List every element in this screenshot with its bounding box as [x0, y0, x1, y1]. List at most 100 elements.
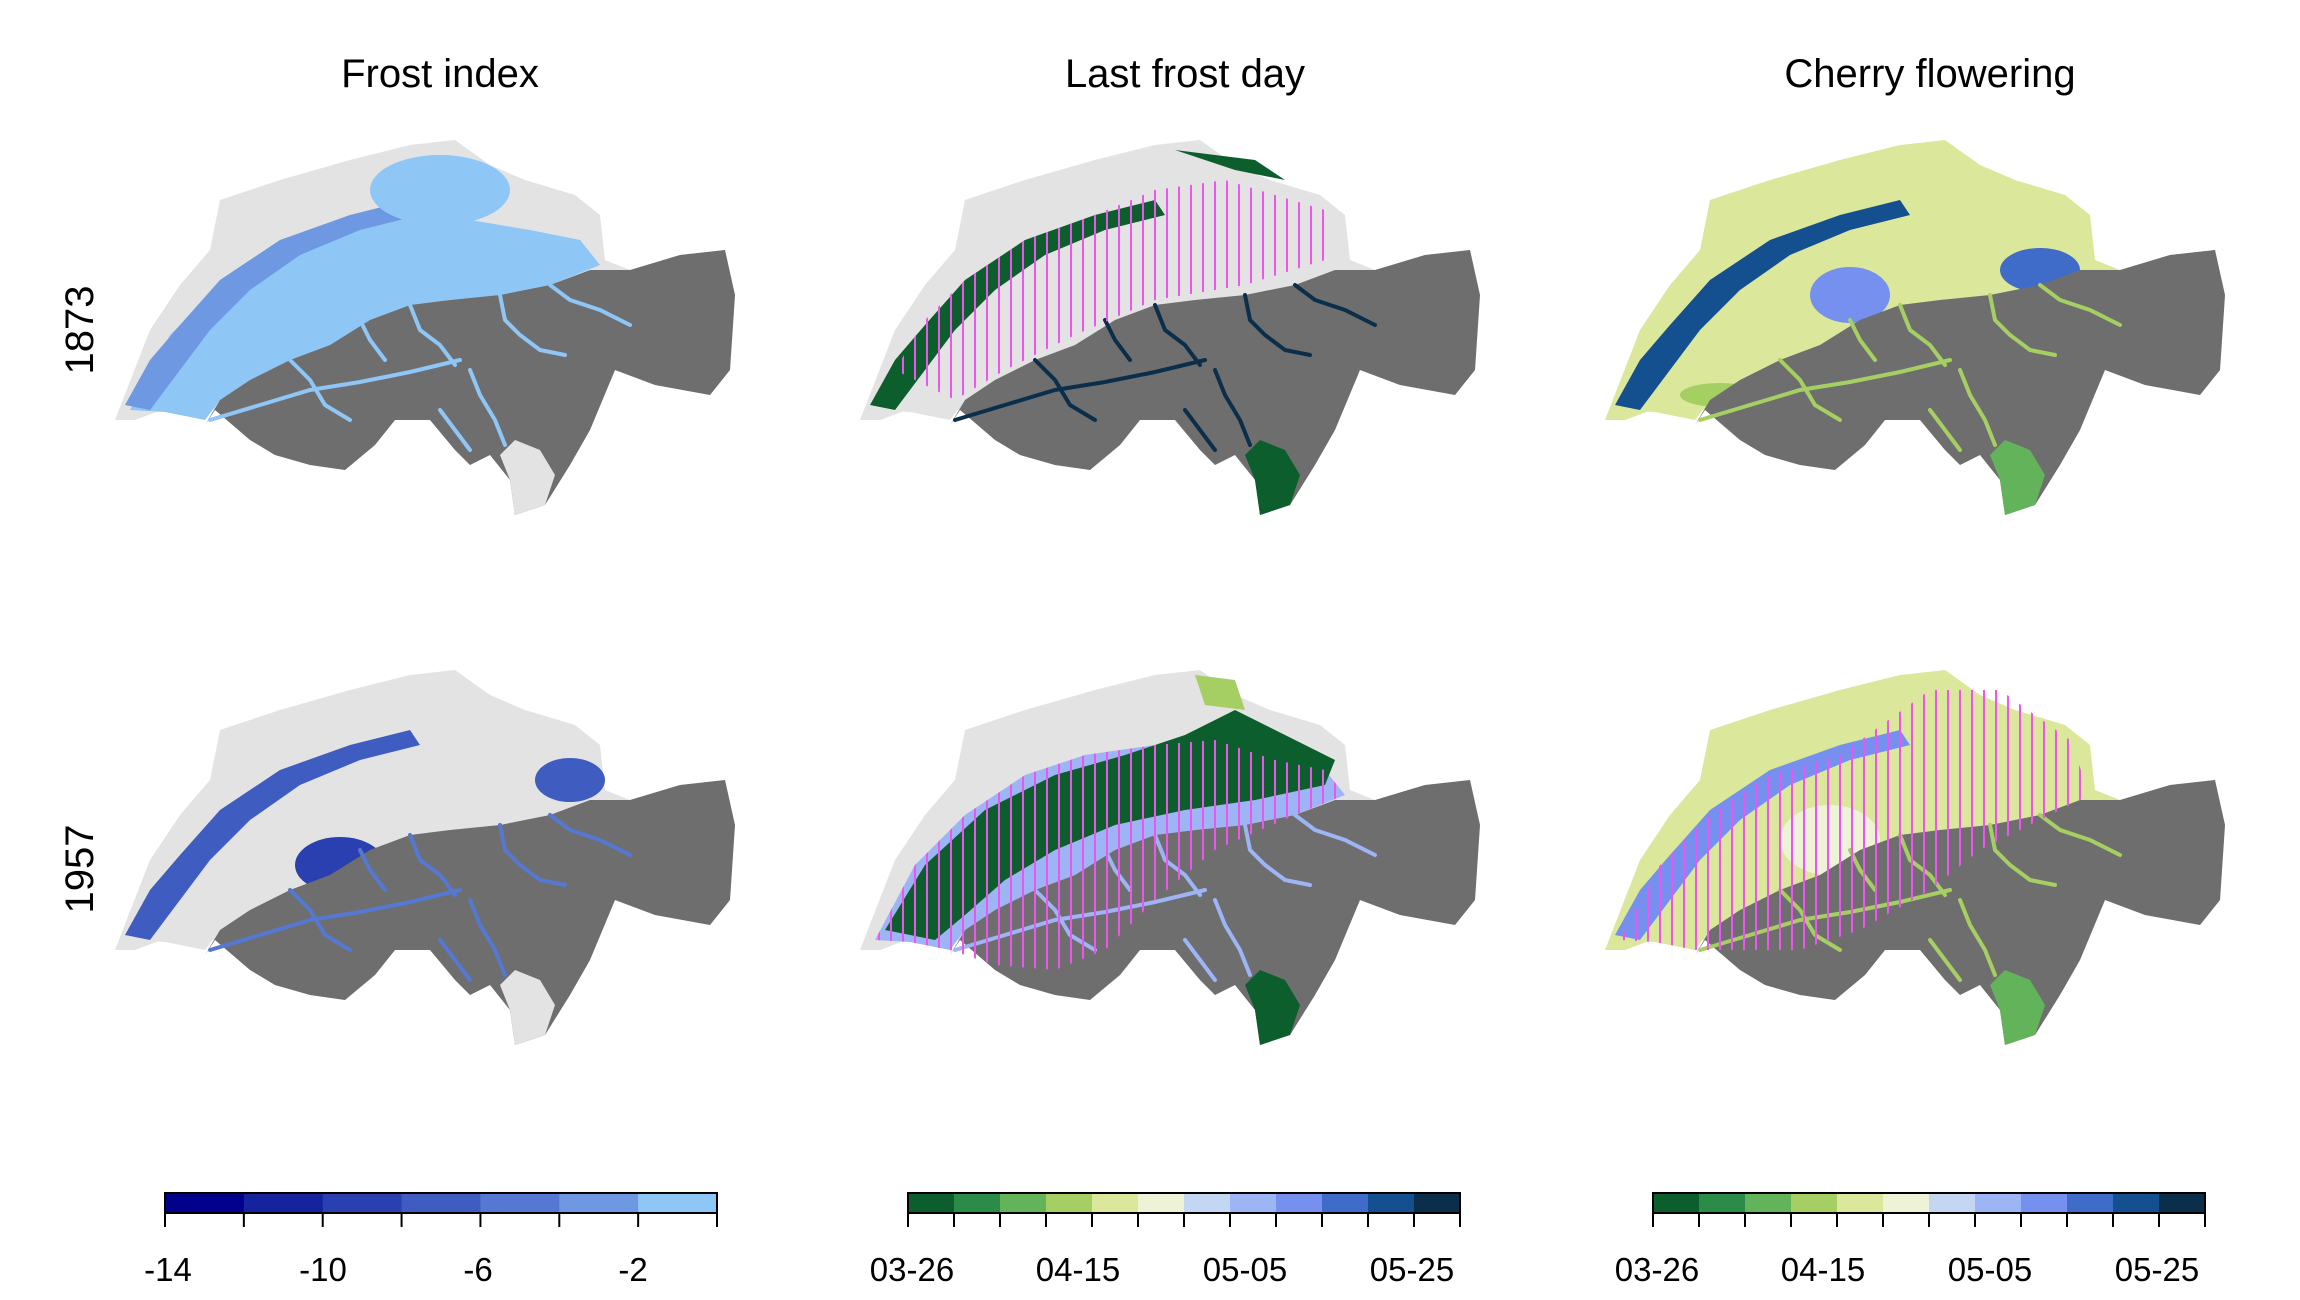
valley-line: [1698, 888, 1952, 952]
valley-line: [1958, 898, 1997, 977]
colorbar-segment: [1184, 1193, 1231, 1213]
valley-line: [1183, 408, 1217, 452]
alpine-region: [205, 780, 735, 1045]
valley-line: [438, 938, 472, 982]
colorbar-segment: [322, 1193, 403, 1213]
valley-line: [1988, 293, 2057, 357]
valley-line: [1293, 813, 1377, 857]
early-frost-band: [885, 710, 1335, 940]
last-frost-tick-label: 04-15: [1035, 1251, 1121, 1288]
cherry-flowering-tick-label: 05-05: [1947, 1251, 2033, 1288]
colorbar-segment: [2067, 1193, 2114, 1213]
valley-line: [1778, 358, 1842, 422]
row-label-1957: 1957: [58, 824, 102, 914]
valley-line: [1898, 303, 1947, 367]
colorbar-segment: [1699, 1193, 1746, 1213]
valley-line: [1848, 318, 1877, 362]
jura-region: [125, 730, 420, 940]
valley-line: [1928, 938, 1962, 982]
row-label-1873: 1873: [58, 285, 102, 375]
colorbar-segment: [1653, 1193, 1700, 1213]
last-frost-tick-label: 05-25: [1369, 1251, 1455, 1288]
cherry-flowering-tick-label: 05-25: [2114, 1251, 2200, 1288]
valley-line: [1183, 938, 1217, 982]
valley-line: [1243, 823, 1312, 887]
rhine-strip: [1175, 150, 1285, 180]
colorbar-segment: [638, 1193, 718, 1213]
valley-line: [953, 888, 1207, 952]
map-last-frost-day-1873: [860, 140, 1480, 515]
valley-line: [1928, 408, 1962, 452]
valley-line: [468, 898, 507, 977]
lowland-region: [130, 215, 600, 420]
valley-line: [1848, 848, 1877, 892]
colorbar-segment: [401, 1193, 481, 1213]
valley-line: [498, 293, 567, 357]
valley-line: [1103, 848, 1132, 892]
map-layer: [1605, 670, 2225, 1045]
colorbar-segment: [1046, 1193, 1093, 1213]
jura-region: [1615, 200, 1910, 410]
valley-line: [1103, 318, 1132, 362]
colorbar-segment: [1745, 1193, 1792, 1213]
valley-line: [953, 358, 1207, 422]
mild-patch: [370, 155, 510, 225]
valley-line: [408, 303, 457, 367]
valley-line: [358, 848, 387, 892]
last-frost-colorbar: [907, 1192, 1461, 1227]
colorbar-segment: [480, 1193, 560, 1213]
valley-line: [408, 833, 457, 897]
column-title-cherry-flowering: Cherry flowering: [1784, 52, 2076, 96]
colorbar-frame: [164, 1192, 718, 1214]
map-last-frost-day-1957: [860, 670, 1480, 1045]
valley-line: [1958, 368, 1997, 447]
valley-line: [468, 368, 507, 447]
ticino-valley: [1990, 970, 2045, 1045]
colorbar-segment: [1368, 1193, 1415, 1213]
valley-line: [548, 283, 632, 327]
valley-line: [288, 888, 352, 952]
cherry-flowering-tick-label: 03-26: [1614, 1251, 1700, 1288]
colorbar-segment: [1975, 1193, 2022, 1213]
map-frost-index-1873: [115, 140, 735, 515]
map-cherry-flowering-1873: [1605, 140, 2225, 515]
ticino-valley: [1245, 970, 1300, 1045]
jura-region: [1615, 730, 1910, 940]
cherry-flowering-colorbar: [1652, 1192, 2206, 1227]
valley-line: [1698, 358, 1952, 422]
alpine-region: [1695, 780, 2225, 1045]
frost-index-colorbar: [164, 1192, 718, 1227]
map-frost-index-1957: [115, 670, 735, 1045]
colorbar-segment: [1929, 1193, 1976, 1213]
colorbar-segment: [1791, 1193, 1838, 1213]
colorbar-segment: [2021, 1193, 2068, 1213]
map-layer: [115, 140, 735, 515]
alpine-region: [205, 250, 735, 515]
last-frost-tick-label: 03-26: [869, 1251, 955, 1288]
colorbar-segment: [1322, 1193, 1369, 1213]
colorbar-segment: [1837, 1193, 1884, 1213]
valley-line: [2038, 813, 2122, 857]
valley-line: [1153, 833, 1202, 897]
ticino-valley: [1245, 440, 1300, 515]
colorbar-segment: [165, 1193, 245, 1213]
colorbar-segment: [1230, 1193, 1277, 1213]
valley-line: [1898, 833, 1947, 897]
colorbar-segment: [1092, 1193, 1139, 1213]
colorbar-segment: [908, 1193, 955, 1213]
map-cherry-flowering-1957: [1605, 670, 2225, 1045]
valley-line: [1213, 368, 1252, 447]
valley-line: [1033, 358, 1097, 422]
jura-region: [125, 200, 420, 410]
valley-line: [1213, 898, 1252, 977]
valley-line: [1988, 823, 2057, 887]
jura-region: [870, 200, 1165, 410]
cherry-flowering-tick-label: 04-15: [1780, 1251, 1866, 1288]
column-title-last-frost-day: Last frost day: [1064, 52, 1306, 96]
ticino-valley: [500, 440, 555, 515]
late-patch: [1810, 267, 1890, 323]
frost-index-tick-label: -14: [144, 1251, 192, 1288]
valley-line: [1293, 283, 1377, 327]
map-layer: [860, 670, 1480, 1045]
valley-line: [438, 408, 472, 452]
